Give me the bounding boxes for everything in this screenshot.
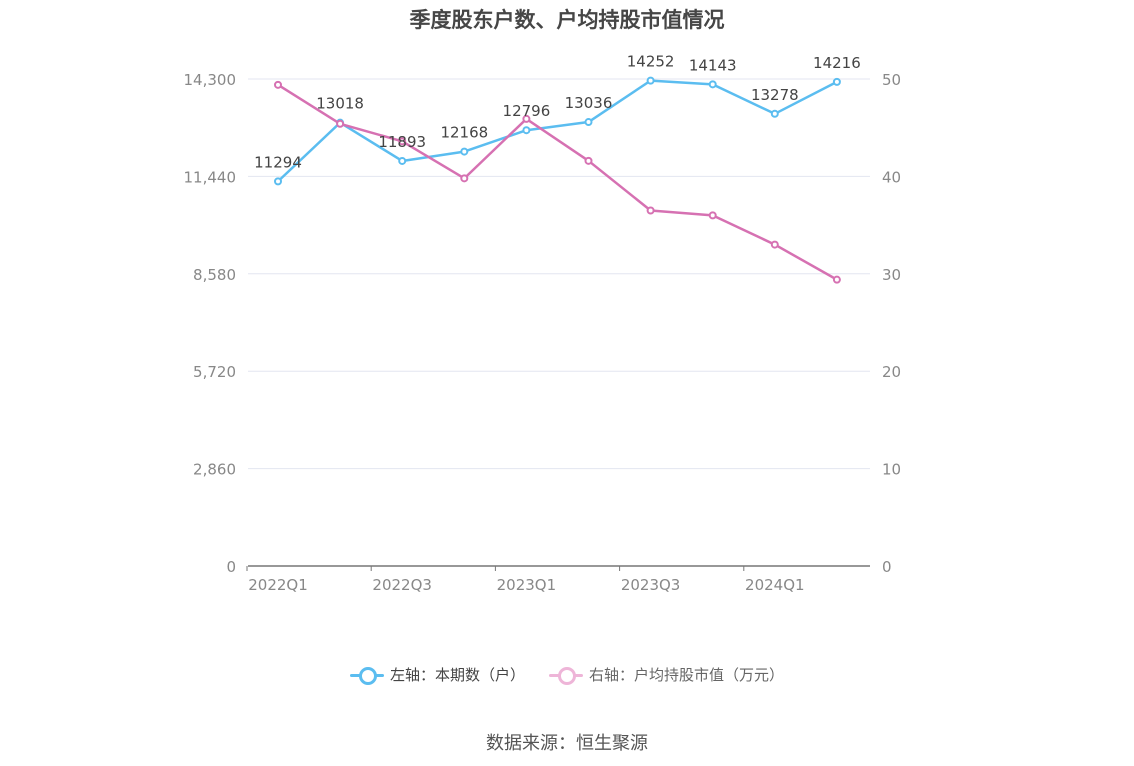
x-axis-tick-label: 2023Q1: [497, 576, 557, 594]
right-series-point: [398, 137, 407, 146]
left-series-point: [646, 76, 655, 85]
left-series-point: [770, 109, 779, 118]
right-series-point: [336, 119, 345, 128]
left-axis-tick-label: 8,580: [193, 266, 236, 284]
data-label: 11294: [254, 153, 302, 171]
right-series-point: [584, 156, 593, 165]
left-series-point: [398, 156, 407, 165]
data-label: 14252: [627, 53, 675, 71]
data-label: 13018: [316, 95, 364, 113]
right-series-line: [277, 83, 838, 281]
right-axis-tick-label: 40: [882, 168, 901, 186]
right-series-point: [832, 275, 841, 284]
legend-left-series-label: 左轴：本期数（户）: [389, 666, 525, 684]
right-axis-tick-label: 10: [882, 461, 901, 479]
data-source-note: 数据来源：恒生聚源: [486, 733, 648, 754]
left-series-point: [460, 147, 469, 156]
left-axis-tick-label: 14,300: [184, 71, 237, 89]
x-axis-tick-label: 2022Q3: [372, 576, 432, 594]
data-label: 13036: [565, 94, 613, 112]
legend-left-series-marker-icon: [349, 666, 384, 685]
legend-right-series-marker-icon: [549, 666, 583, 685]
left-axis-tick-label: 5,720: [193, 363, 236, 381]
x-axis-tick-label: 2022Q1: [248, 576, 308, 594]
left-series-point: [584, 118, 593, 127]
left-axis-tick-label: 2,860: [193, 461, 236, 479]
right-series-point: [646, 206, 655, 215]
legend-item-right-series[interactable]: 右轴：户均持股市值（万元）: [549, 664, 784, 685]
x-axis-tick-label: 2023Q3: [621, 576, 681, 594]
x-axis-tick-label: 2024Q1: [745, 576, 805, 594]
right-axis-tick-label: 20: [882, 363, 901, 381]
chart-legend: 左轴：本期数（户） 右轴：户均持股市值（万元）: [0, 664, 1134, 685]
left-axis-tick-label: 0: [226, 558, 236, 576]
legend-right-series-label: 右轴：户均持股市值（万元）: [589, 666, 785, 684]
right-series-point: [522, 114, 531, 123]
right-axis-tick-label: 50: [882, 71, 901, 89]
left-series-point: [274, 177, 282, 186]
data-label: 12796: [503, 102, 551, 120]
left-series-line: [277, 79, 838, 183]
legend-item-left-series[interactable]: 左轴：本期数（户）: [349, 664, 525, 685]
data-label: 14216: [813, 54, 861, 72]
left-series-point: [522, 126, 531, 135]
right-axis-tick-label: 30: [882, 266, 901, 284]
right-series-point: [770, 240, 779, 249]
left-series-point: [708, 80, 717, 89]
right-axis-tick-label: 0: [882, 558, 892, 576]
data-label: 12168: [440, 124, 488, 142]
left-axis-tick-label: 11,440: [184, 168, 237, 186]
data-label: 11893: [378, 133, 426, 151]
left-series-point: [832, 77, 841, 86]
chart-title: 季度股东户数、户均持股市值情况: [409, 8, 725, 32]
data-label: 14143: [689, 56, 737, 74]
data-label: 13278: [751, 86, 799, 104]
right-series-point: [708, 211, 717, 220]
right-series-point: [274, 80, 282, 89]
right-series-point: [460, 174, 469, 183]
